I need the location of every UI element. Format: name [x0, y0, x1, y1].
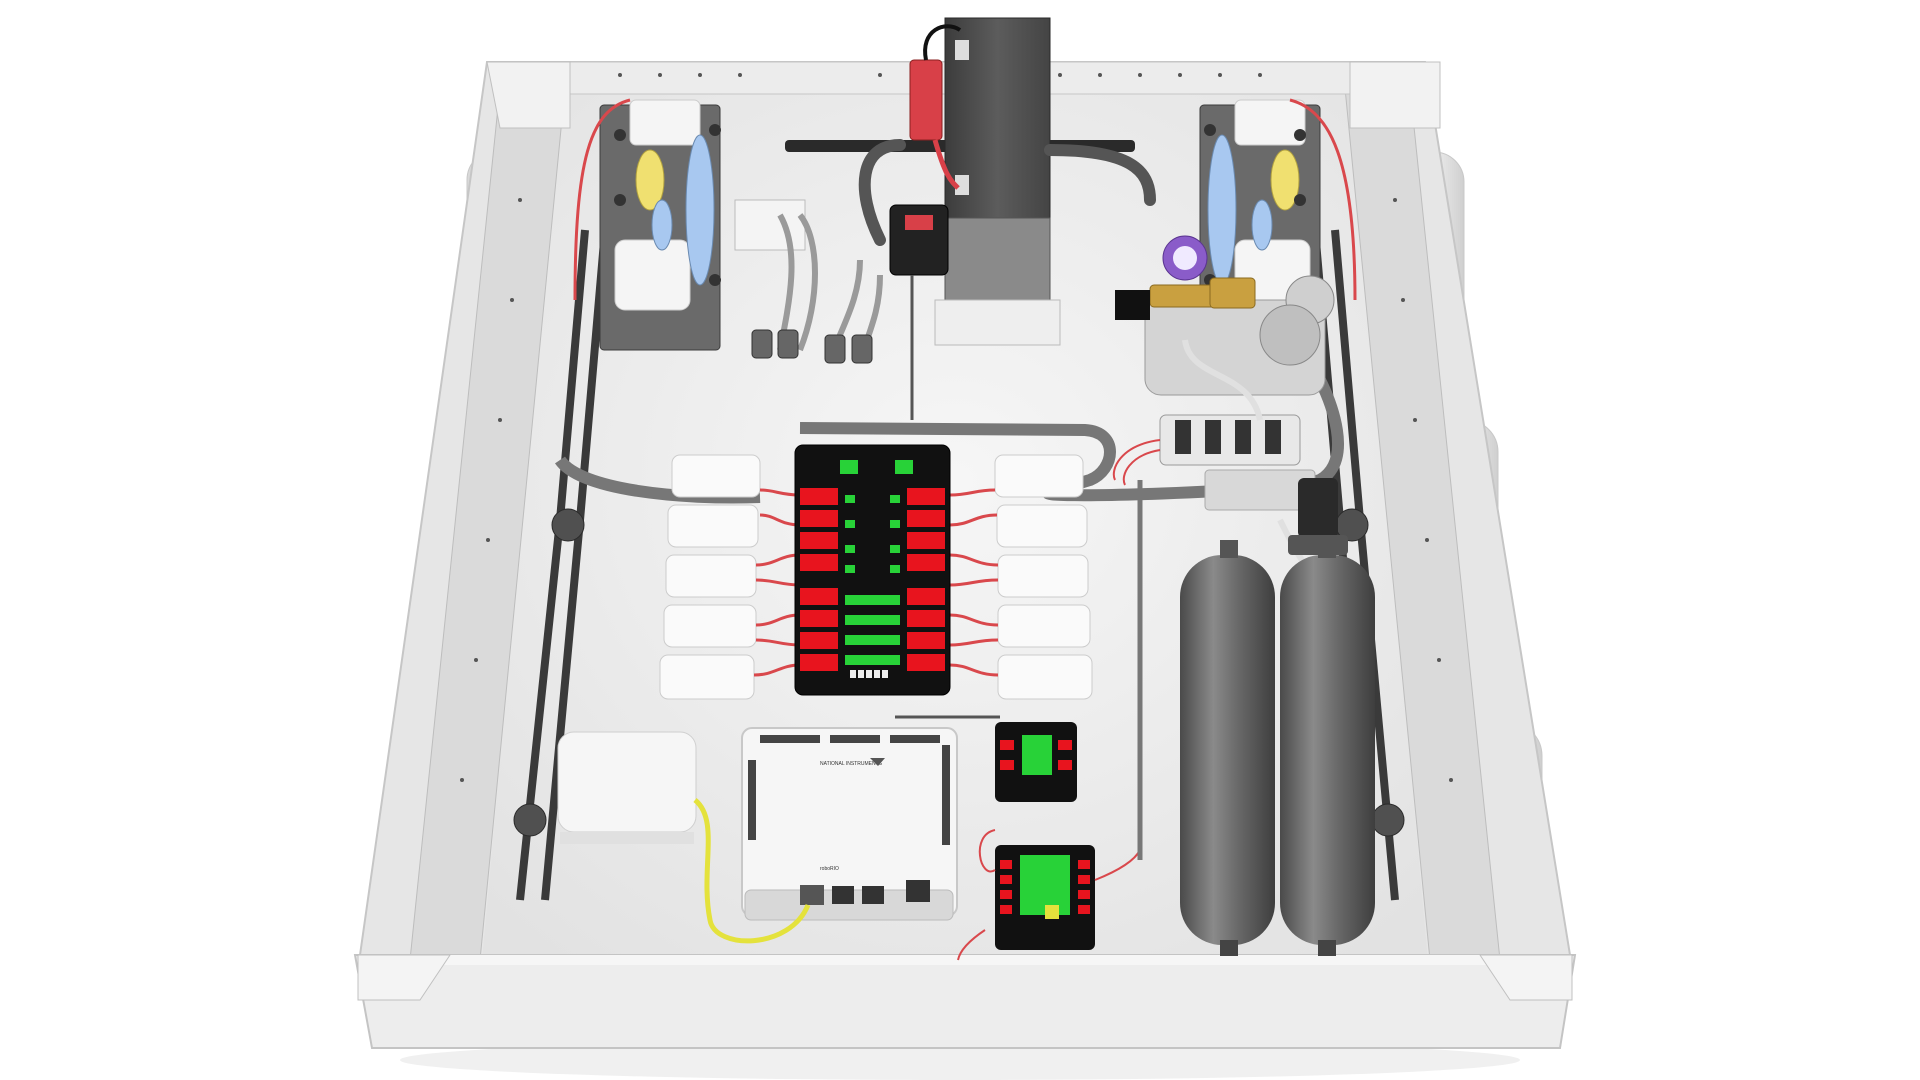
motor-wires	[573, 98, 1357, 301]
solenoid-wires	[1112, 439, 1161, 486]
left-motor-controllers	[659, 454, 761, 700]
compressor	[1144, 275, 1335, 396]
ground-shadow	[400, 1040, 1520, 1080]
motor-controller	[996, 504, 1088, 548]
battery-cables	[858, 139, 1156, 246]
gusset-rear-right	[1349, 61, 1441, 129]
ethernet-cable	[693, 798, 811, 944]
motor-controller	[665, 554, 757, 598]
air-tank-right	[1280, 540, 1375, 956]
air-tank-left	[1180, 540, 1275, 956]
motor-controller	[671, 454, 761, 498]
motor-controller	[997, 654, 1093, 700]
belt-pulleys	[513, 508, 1405, 837]
motor-controller	[663, 604, 757, 648]
solenoid-manifold	[1159, 414, 1316, 511]
breaker-column-left	[800, 488, 838, 671]
battery	[934, 17, 1061, 346]
breaker-column-right	[907, 488, 945, 671]
roborio-ports	[800, 880, 930, 905]
ni-logo-icon	[870, 758, 885, 766]
battery-connector	[909, 24, 962, 190]
wire-ferrules	[751, 329, 873, 364]
radio	[557, 731, 697, 844]
harness-cable	[799, 377, 1344, 502]
gusset-rear-left	[486, 61, 571, 129]
motor-controller	[997, 604, 1091, 648]
pdp-can-terminals	[850, 670, 888, 678]
gear-yellow-icon	[635, 149, 665, 211]
gusset-front-left	[357, 954, 451, 1001]
motor-controller	[994, 454, 1084, 498]
gear-blue-icon	[685, 134, 715, 286]
roborio-brand-text: NATIONAL INSTRUMENTS	[820, 761, 883, 767]
motor-controller	[997, 554, 1089, 598]
pneumatics-control-module	[995, 845, 1095, 950]
brass-fittings	[1149, 277, 1256, 309]
rail-holes	[460, 73, 1453, 782]
roborio-name-text: roboRIO	[820, 866, 839, 872]
front-rail	[353, 954, 1577, 1049]
voltage-regulator-module	[995, 722, 1077, 802]
pressure-gauge	[1162, 235, 1208, 281]
motor-controller	[667, 504, 759, 548]
pressure-switch	[1115, 290, 1150, 320]
right-motor-controllers	[994, 454, 1093, 700]
gear-blue-icon	[1207, 134, 1237, 286]
pdp-status-leds	[840, 460, 913, 665]
front-rail-top	[360, 955, 1572, 965]
main-breaker	[889, 204, 949, 276]
roborio-controller: NATIONAL INSTRUMENTS roboRIO	[741, 727, 958, 921]
left-gearbox	[599, 99, 806, 351]
power-distribution-panel	[794, 444, 951, 696]
gusset-front-right	[1479, 954, 1573, 1001]
motor-controller	[659, 654, 755, 700]
gear-yellow-icon	[1270, 149, 1300, 211]
